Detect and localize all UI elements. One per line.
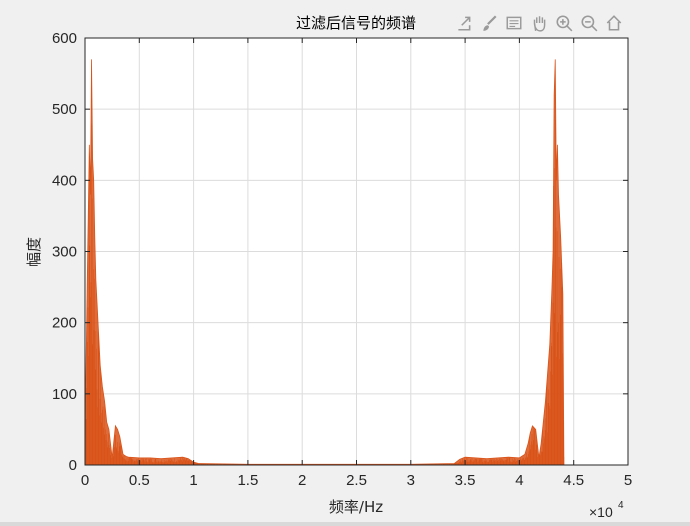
data-tips-button[interactable] [502,11,526,35]
export-icon [458,16,471,31]
y-tick-label: 0 [69,457,77,474]
y-tick-label: 300 [52,244,77,261]
x-tick-label: 0.5 [129,472,150,489]
y-tick-label: 500 [52,101,77,118]
zoom-out-icon [581,15,598,32]
zoom-in-button[interactable] [552,11,576,35]
x-tick-labels: 0 0.5 1 1.5 2 2.5 3 3.5 4 4.5 5 [81,472,632,489]
x-tick-label: 3 [407,472,415,489]
x-tick-label: 4 [515,472,523,489]
data-tips-icon [506,16,522,30]
home-icon [606,15,622,31]
y-tick-label: 400 [52,172,77,189]
zoom-out-button[interactable] [577,11,601,35]
y-tick-label: 100 [52,386,77,403]
pan-hand-icon [533,16,546,32]
export-button[interactable] [452,11,476,35]
axes-toolbar [452,10,626,36]
brush-button[interactable] [477,11,501,35]
brush-icon [483,15,497,31]
zoom-in-icon [556,15,573,32]
x-tick-label: 3.5 [455,472,476,489]
x-tick-label: 2 [298,472,306,489]
home-button[interactable] [602,11,626,35]
window-bottom-edge [0,522,690,526]
x-axis-label: 频率/Hz [329,498,383,516]
y-tick-label: 200 [52,315,77,332]
y-axis-label: 幅度 [25,237,43,267]
pan-hand-button[interactable] [527,11,551,35]
x-tick-label: 1.5 [237,472,258,489]
y-tick-labels: 0 100 200 300 400 500 600 [52,30,77,474]
tick-marks [84,37,629,466]
x-tick-label: 4.5 [563,472,584,489]
x-tick-label: 1 [189,472,197,489]
x-tick-label: 2.5 [346,472,367,489]
x-exponent-power: 4 [618,500,624,511]
chart-title: 过滤后信号的频谱 [296,14,416,32]
x-exponent-base: ×10 [589,504,613,520]
x-tick-label: 0 [81,472,89,489]
x-tick-label: 5 [624,472,632,489]
y-tick-label: 600 [52,30,77,47]
